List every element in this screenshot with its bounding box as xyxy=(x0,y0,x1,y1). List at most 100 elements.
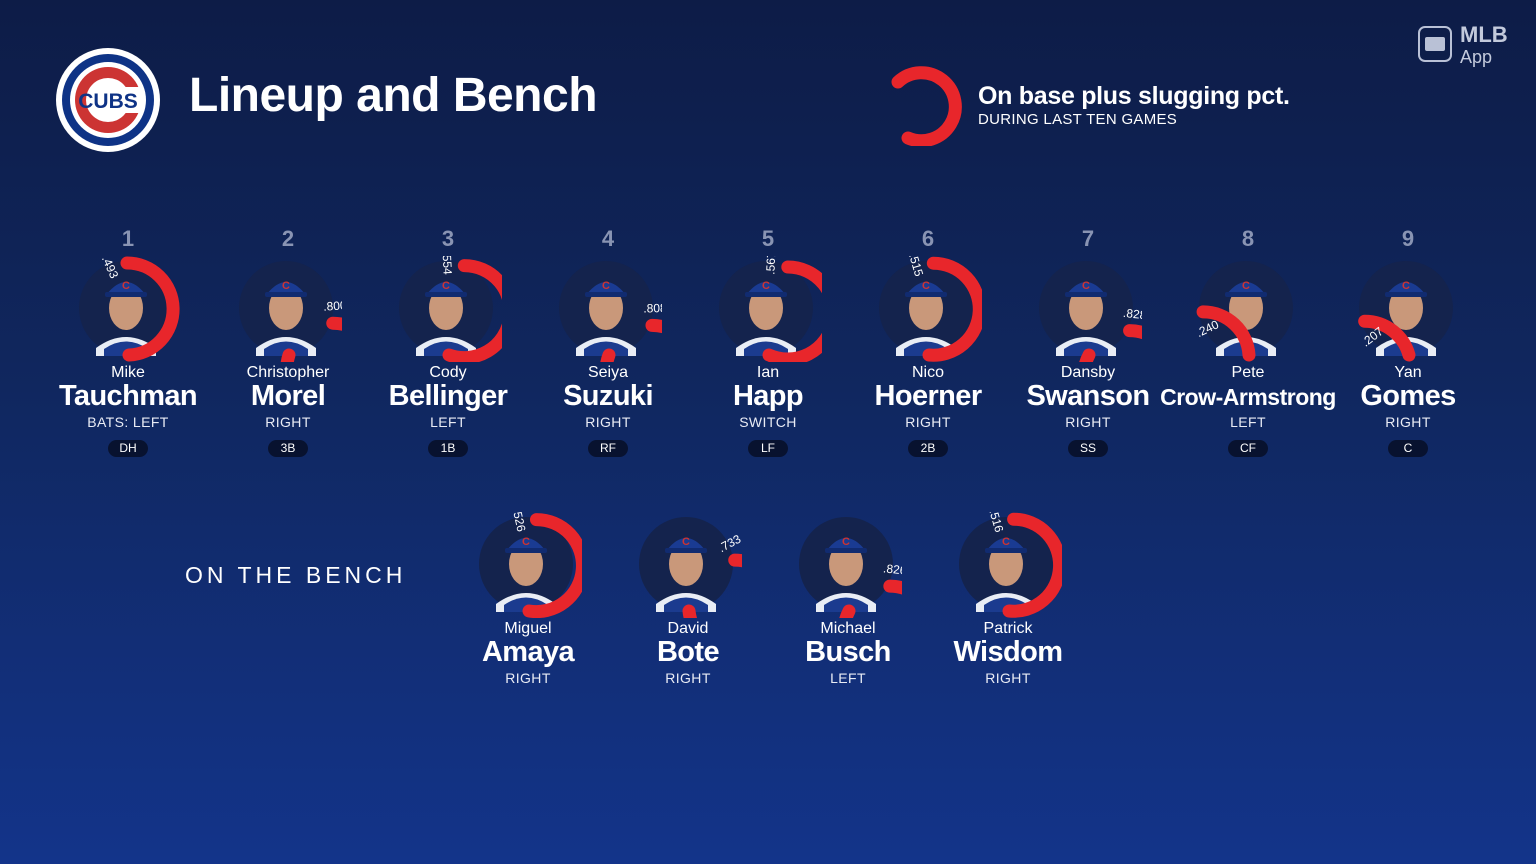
ops-value: .828 xyxy=(1122,306,1142,323)
batting-order: 2 xyxy=(281,226,295,251)
player-card: 2 C .800 Christopher Morel RIGHT 3B xyxy=(208,226,368,457)
ops-arc xyxy=(1196,305,1256,362)
player-last-name: Tauchman xyxy=(58,380,198,412)
mlb-app-logo: MLB App xyxy=(1418,22,1514,67)
player-headshot: C xyxy=(719,261,813,356)
player-last-name: Happ xyxy=(732,380,804,412)
player-first-name: Nico xyxy=(911,364,944,381)
player-card: C .526 Miguel Amaya RIGHT xyxy=(448,512,608,742)
svg-text:C: C xyxy=(922,280,930,292)
player-card: C .826 Michael Busch LEFT xyxy=(768,512,928,742)
position-badge: LF xyxy=(748,440,788,457)
player-card: 6 C .515 Nico Hoerner RIGHT 2B xyxy=(848,226,1008,457)
player-bats: RIGHT xyxy=(505,670,551,686)
ops-value: .808 xyxy=(643,301,662,315)
mlb-logo-text: MLB xyxy=(1460,22,1508,47)
page-title: Lineup and Bench xyxy=(189,69,598,122)
player-first-name: David xyxy=(667,620,709,637)
ops-value: .826 xyxy=(882,561,902,577)
player-first-name: Ian xyxy=(756,364,780,381)
player-bats: SWITCH xyxy=(739,414,797,430)
svg-text:C: C xyxy=(522,536,530,548)
player-first-name: Pete xyxy=(1231,364,1265,381)
player-headshot: C xyxy=(639,517,733,612)
position-badge: CF xyxy=(1228,440,1268,457)
cubs-logo: CUBS xyxy=(56,48,160,152)
player-headshot: C xyxy=(1039,261,1133,356)
svg-text:C: C xyxy=(682,536,690,548)
batting-order: 5 xyxy=(761,226,775,251)
player-bats: RIGHT xyxy=(585,414,631,430)
player-headshot: C xyxy=(559,261,653,356)
batting-order: 4 xyxy=(601,226,615,251)
player-bats: RIGHT xyxy=(1385,414,1431,430)
ops-arc xyxy=(762,260,822,362)
player-last-name: Bellinger xyxy=(388,380,508,412)
svg-text:C: C xyxy=(1402,280,1410,292)
ops-value: .516 xyxy=(986,512,1006,534)
player-bats: RIGHT xyxy=(985,670,1031,686)
svg-text:C: C xyxy=(1082,280,1090,292)
position-badge: RF xyxy=(588,440,628,457)
player-first-name: Seiya xyxy=(587,364,629,381)
player-first-name: Miguel xyxy=(504,620,552,637)
player-bats: LEFT xyxy=(430,414,466,430)
player-headshot: C xyxy=(799,517,893,612)
ops-ring: C .526 xyxy=(479,512,582,618)
player-card: 3 C .554 Cody Bellinger LEFT 1B xyxy=(368,226,528,457)
ops-value: .567 xyxy=(763,256,778,275)
player-card: 9 C .207 Yan Gomes RIGHT C xyxy=(1328,226,1488,457)
player-first-name: Cody xyxy=(429,364,467,381)
player-last-name: Gomes xyxy=(1360,380,1456,412)
player-card: 8 C .240 Pete Crow-Armstrong LEFT CF xyxy=(1160,226,1336,457)
svg-text:C: C xyxy=(282,280,290,292)
player-last-name: Suzuki xyxy=(563,380,653,412)
player-bats: RIGHT xyxy=(265,414,311,430)
batting-order: 9 xyxy=(1401,226,1415,251)
ops-arc xyxy=(120,256,180,362)
player-first-name: Patrick xyxy=(983,620,1033,637)
player-bats: BATS: LEFT xyxy=(87,414,169,430)
player-bats: LEFT xyxy=(1230,414,1266,430)
player-first-name: Mike xyxy=(111,364,145,381)
ops-ring: C .808 xyxy=(559,261,662,362)
position-badge: C xyxy=(1388,440,1428,457)
player-headshot: C xyxy=(959,517,1053,612)
player-first-name: Dansby xyxy=(1060,364,1116,381)
legend-ring-icon xyxy=(891,66,962,146)
player-card: 4 C .808 Seiya Suzuki RIGHT RF xyxy=(528,226,688,457)
player-card: C .733 David Bote RIGHT xyxy=(608,512,768,742)
player-last-name: Bote xyxy=(656,636,720,668)
player-bats: LEFT xyxy=(830,670,866,686)
player-last-name: Morel xyxy=(250,380,326,412)
ops-ring: C .733 xyxy=(639,517,742,618)
position-badge: 3B xyxy=(268,440,308,457)
player-headshot: C xyxy=(479,517,573,612)
player-last-name: Crow-Armstrong xyxy=(1160,384,1336,410)
mlb-icon xyxy=(1418,26,1452,62)
ops-ring: C .516 xyxy=(959,512,1062,618)
player-first-name: Yan xyxy=(1394,364,1422,381)
player-headshot: C xyxy=(399,261,493,356)
svg-text:C: C xyxy=(1242,280,1250,292)
player-card: 5 C .567 Ian Happ SWITCH LF xyxy=(688,226,848,457)
position-badge: 1B xyxy=(428,440,468,457)
player-headshot: C xyxy=(79,261,173,356)
batting-order: 3 xyxy=(441,226,455,251)
svg-text:C: C xyxy=(122,280,130,292)
player-card: C .516 Patrick Wisdom RIGHT xyxy=(928,512,1088,742)
player-first-name: Michael xyxy=(820,620,876,637)
batting-order: 7 xyxy=(1081,226,1095,251)
svg-text:C: C xyxy=(842,536,850,548)
player-card: 7 C .828 Dansby Swanson RIGHT SS xyxy=(1008,226,1168,457)
batting-order: 1 xyxy=(121,226,135,251)
ops-ring: C .554 xyxy=(399,256,502,362)
ops-ring: C .567 xyxy=(719,256,822,362)
player-bats: RIGHT xyxy=(1065,414,1111,430)
mlb-app-text: App xyxy=(1460,47,1493,67)
ops-arc xyxy=(1358,314,1416,362)
player-headshot: C xyxy=(879,261,973,356)
ops-ring: C.493 xyxy=(79,256,180,362)
ops-value: .526 xyxy=(510,512,529,533)
position-badge: 2B xyxy=(908,440,948,457)
